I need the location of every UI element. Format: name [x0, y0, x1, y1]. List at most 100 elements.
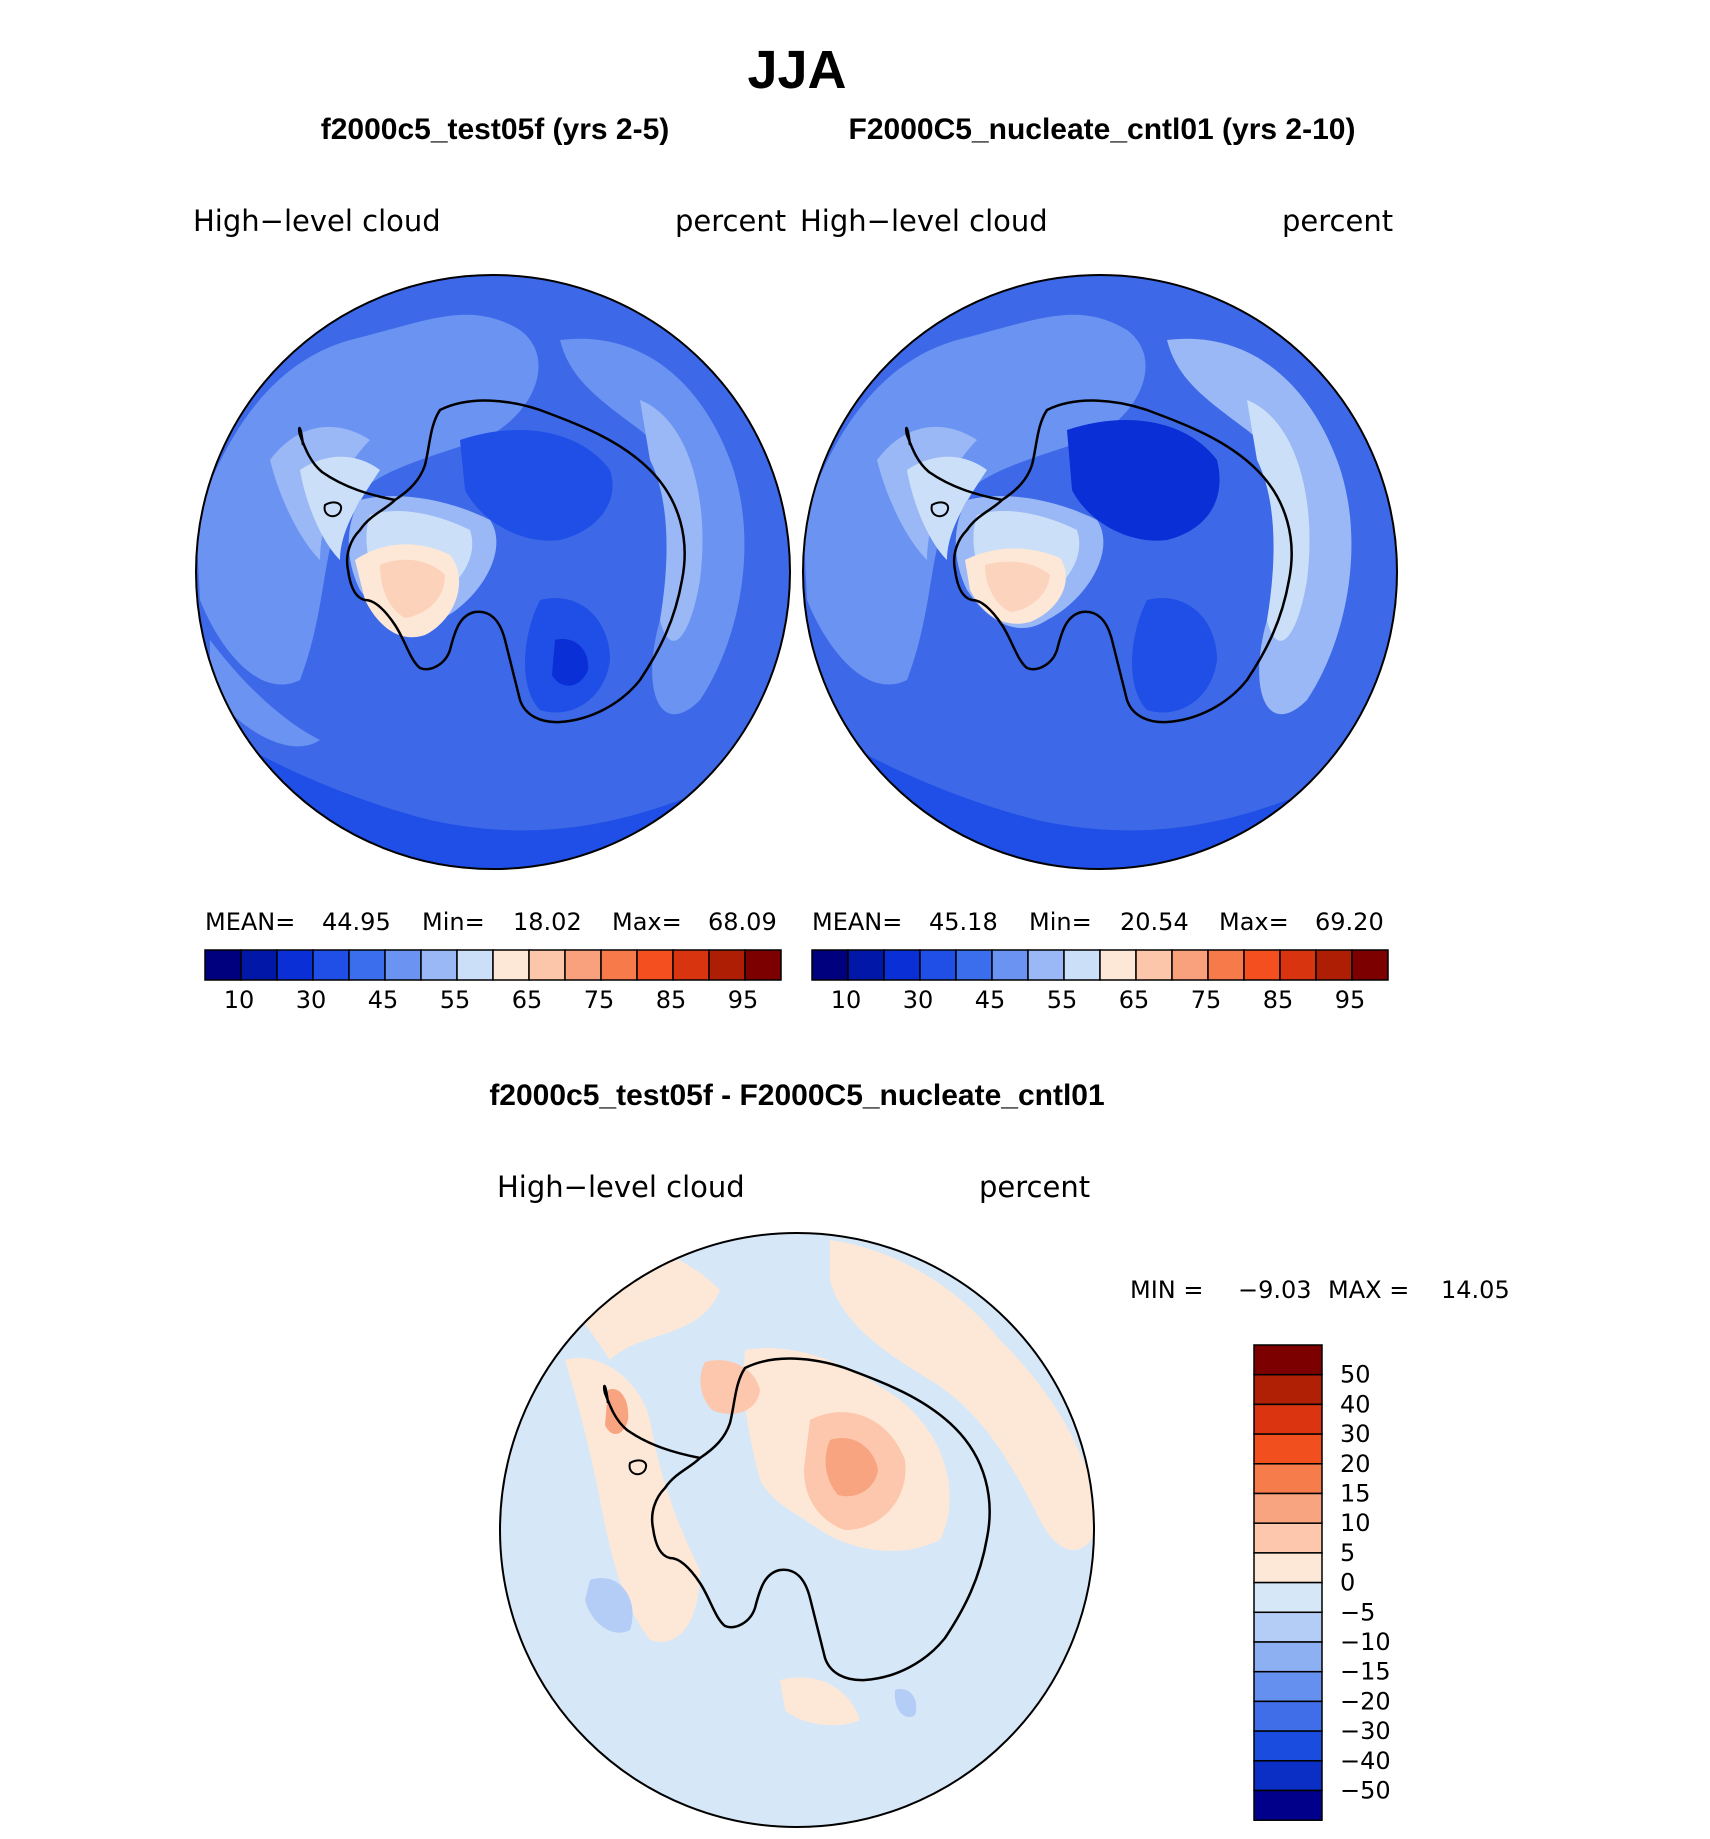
colorbar-tick-label: 55 — [1047, 986, 1078, 1014]
left-mean-label: MEAN= — [205, 908, 295, 936]
right-stats: MEAN= 45.18 Min= 20.54 Max= 69.20 — [812, 908, 1384, 936]
colorbar-swatch — [600, 949, 638, 981]
colorbar-swatch — [564, 949, 602, 981]
colorbar-tick-label: 45 — [368, 986, 399, 1014]
diff-colorbar-label: 0 — [1340, 1569, 1355, 1597]
left-units-label: percent — [675, 204, 786, 238]
right-max-label: Max= — [1219, 908, 1289, 936]
diff-min-value: −9.03 — [1238, 1276, 1312, 1304]
colorbar-tick-label: 85 — [656, 986, 687, 1014]
diff-colorbar-label: 15 — [1340, 1480, 1371, 1508]
colorbar-swatch — [1315, 949, 1353, 981]
colorbar-swatch — [1243, 949, 1281, 981]
diff-colorbar-label: 5 — [1340, 1539, 1355, 1567]
diff-max-label: MAX = — [1328, 1276, 1409, 1304]
diff-colorbar-swatch — [1253, 1760, 1323, 1792]
colorbar-swatch — [672, 949, 710, 981]
diff-colorbar-label: −15 — [1340, 1658, 1391, 1686]
diff-colorbar-label: 10 — [1340, 1509, 1371, 1537]
right-max-value: 69.20 — [1315, 908, 1384, 936]
right-mean-value: 45.18 — [929, 908, 998, 936]
diff-colorbar-label: 30 — [1340, 1420, 1371, 1448]
colorbar-swatch — [744, 949, 782, 981]
colorbar-swatch — [811, 949, 849, 981]
left-polar-map — [195, 274, 791, 870]
diff-colorbar-swatch — [1253, 1522, 1323, 1554]
colorbar-swatch — [1279, 949, 1317, 981]
colorbar-tick-label: 75 — [584, 986, 615, 1014]
colorbar-swatch — [955, 949, 993, 981]
colorbar-swatch — [919, 949, 957, 981]
diff-colorbar-label: 50 — [1340, 1361, 1371, 1389]
colorbar-tick-label: 30 — [296, 986, 327, 1014]
left-stats: MEAN= 44.95 Min= 18.02 Max= 68.09 — [205, 908, 777, 936]
diff-colorbar-label: −10 — [1340, 1628, 1391, 1656]
diff-colorbar-swatch — [1253, 1700, 1323, 1732]
colorbar-swatch — [636, 949, 674, 981]
colorbar-tick-label: 10 — [831, 986, 862, 1014]
colorbar-swatch — [420, 949, 458, 981]
diff-stats: MIN = −9.03 MAX = 14.05 — [1130, 1276, 1510, 1304]
diff-colorbar-swatch — [1253, 1552, 1323, 1584]
colorbar-swatch — [204, 949, 242, 981]
right-min-label: Min= — [1029, 908, 1092, 936]
diff-colorbar-label: −5 — [1340, 1598, 1375, 1626]
colorbar-tick-label: 95 — [1335, 986, 1366, 1014]
colorbar-swatch — [1099, 949, 1137, 981]
right-colorbar: 10 30 45 55 65 75 85 95 — [811, 949, 1389, 1014]
diff-min-label: MIN = — [1130, 1276, 1203, 1304]
right-units-label: percent — [1282, 204, 1393, 238]
diff-colorbar-swatch — [1253, 1730, 1323, 1762]
diff-colorbar-swatch — [1253, 1433, 1323, 1465]
difference-polar-map — [499, 1232, 1095, 1828]
left-panel-title: f2000c5_test05f (yrs 2-5) — [321, 113, 670, 146]
diff-colorbar-swatch — [1253, 1463, 1323, 1495]
colorbar-swatch — [708, 949, 746, 981]
colorbar-swatch — [348, 949, 386, 981]
colorbar-swatch — [847, 949, 885, 981]
colorbar-tick-label: 75 — [1191, 986, 1222, 1014]
right-mean-label: MEAN= — [812, 908, 902, 936]
colorbar-tick-label: 30 — [903, 986, 934, 1014]
diff-colorbar-label: 40 — [1340, 1390, 1371, 1418]
diff-units-label: percent — [979, 1170, 1090, 1204]
colorbar-swatch — [492, 949, 530, 981]
colorbar-swatch — [1135, 949, 1173, 981]
diff-colorbar-label: −40 — [1340, 1747, 1391, 1775]
diff-colorbar-swatch — [1253, 1611, 1323, 1643]
diff-max-value: 14.05 — [1441, 1276, 1510, 1304]
diff-colorbar-swatch — [1253, 1789, 1323, 1821]
colorbar-tick-label: 55 — [440, 986, 471, 1014]
diff-colorbar-label: −20 — [1340, 1687, 1391, 1715]
colorbar-tick-label: 95 — [728, 986, 759, 1014]
colorbar-swatch — [1171, 949, 1209, 981]
main-title: JJA — [747, 40, 846, 100]
diff-colorbar-swatch — [1253, 1492, 1323, 1524]
diff-colorbar-label: 20 — [1340, 1450, 1371, 1478]
left-min-value: 18.02 — [513, 908, 582, 936]
left-variable-label: High−level cloud — [193, 204, 441, 238]
right-variable-label: High−level cloud — [800, 204, 1048, 238]
left-mean-value: 44.95 — [322, 908, 391, 936]
colorbar-swatch — [276, 949, 314, 981]
colorbar-swatch — [1063, 949, 1101, 981]
diff-colorbar-label: −50 — [1340, 1777, 1391, 1805]
colorbar-swatch — [1027, 949, 1065, 981]
colorbar-swatch — [456, 949, 494, 981]
right-min-value: 20.54 — [1120, 908, 1189, 936]
colorbar-swatch — [384, 949, 422, 981]
diff-colorbar-swatch — [1253, 1403, 1323, 1435]
colorbar-tick-label: 10 — [224, 986, 255, 1014]
diff-colorbar-label: −30 — [1340, 1717, 1391, 1745]
colorbar-swatch — [991, 949, 1029, 981]
colorbar-swatch — [240, 949, 278, 981]
colorbar-tick-label: 85 — [1263, 986, 1294, 1014]
difference-title: f2000c5_test05f - F2000C5_nucleate_cntl0… — [489, 1079, 1104, 1112]
diff-colorbar-swatch — [1253, 1670, 1323, 1703]
left-min-label: Min= — [422, 908, 485, 936]
colorbar-tick-label: 65 — [512, 986, 543, 1014]
colorbar-tick-label: 65 — [1119, 986, 1150, 1014]
colorbar-swatch — [312, 949, 350, 981]
